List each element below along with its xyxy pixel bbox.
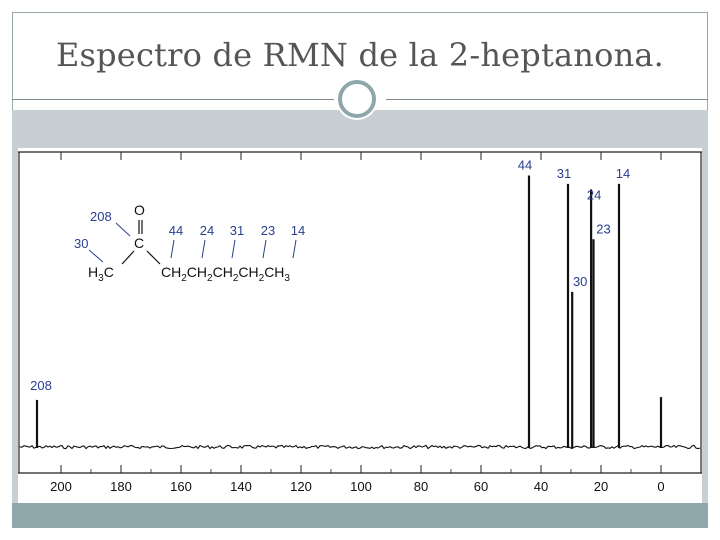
tick-label-40: 40 [534,479,548,494]
shift-label-methyl: 30 [74,236,88,251]
chain-shift-label-3: 31 [230,223,244,238]
tick-label-160: 160 [170,479,192,494]
title-divider-right [386,99,708,100]
x-axis-ticks: 200 180 160 140 120 100 80 60 40 20 0 [50,152,665,494]
chain-shift-label-4: 23 [261,223,275,238]
peak-label-208: 208 [30,378,52,393]
slide-title: Espectro de RMN de la 2-heptanona. [55,36,665,74]
baseline-trace [19,444,701,450]
nmr-spectrum-chart: 200 180 160 140 120 100 80 60 40 20 0 208443130242… [18,148,702,503]
methyl-group: H3C [88,264,114,284]
carbon-chain: CH2CH2CH2CH2CH3 [161,264,290,284]
tick-label-60: 60 [474,479,488,494]
chain-pointer-5 [292,239,297,259]
tick-label-20: 20 [594,479,608,494]
chain-pointer-2 [201,239,206,259]
tick-label-80: 80 [414,479,428,494]
pointer-methyl [88,249,104,263]
chain-pointer-1 [170,239,175,259]
chain-pointer-3 [231,239,236,259]
oxygen-atom: O [134,202,145,218]
chain-pointer-4 [262,239,267,259]
peak-lines [35,175,663,448]
tick-label-200: 200 [50,479,72,494]
peak-label-14: 14 [616,166,630,181]
chain-shift-label-2: 24 [200,223,214,238]
peak-label-31: 31 [557,166,571,181]
peak-labels: 208 44 31 30 24 23 14 [30,158,630,393]
carbonyl-carbon: C [134,235,144,251]
chain-shift-label-5: 14 [291,223,305,238]
chain-shift-labels: 44 24 31 23 14 [169,223,305,259]
pointer-carbonyl [115,222,131,237]
peak-label-30: 30 [573,274,587,289]
decorative-band-bottom [12,503,708,528]
peak-label-44: 44 [518,158,532,173]
decorative-band-right [702,148,708,503]
divider-ring-ornament [338,80,376,118]
molecule-structure: O C H3C CH2CH2CH2CH2CH3 208 30 44 24 31 23 1… [74,202,305,284]
tick-label-180: 180 [110,479,132,494]
tick-label-120: 120 [290,479,312,494]
baseline-noise [19,444,701,450]
plot-frame [18,151,702,474]
bond-chain [146,250,161,265]
shift-label-carbonyl: 208 [90,209,112,224]
peak-label-23: 23 [596,221,610,236]
peak-label-24: 24 [587,187,601,202]
plot-background [18,148,702,503]
tick-label-0: 0 [657,479,664,494]
bond-methyl [121,250,135,265]
decorative-band-left [12,148,18,503]
chain-shift-label-1: 44 [169,223,183,238]
title-divider-left [12,99,334,100]
tick-label-140: 140 [230,479,252,494]
tick-label-100: 100 [350,479,372,494]
